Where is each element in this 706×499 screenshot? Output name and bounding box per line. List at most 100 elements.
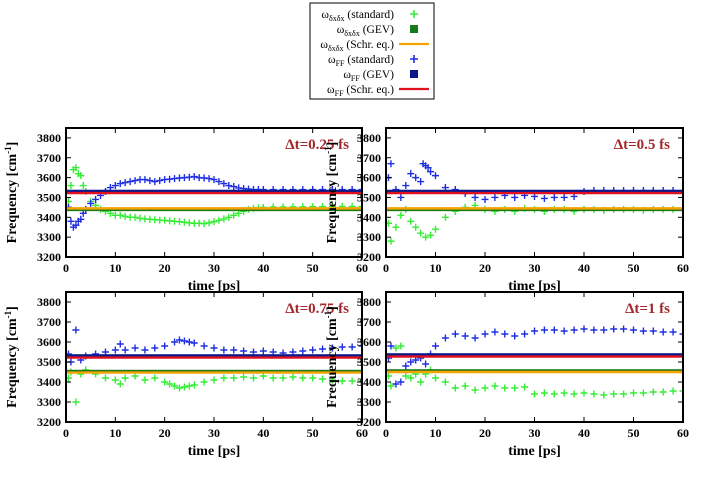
data-point-plus	[131, 213, 139, 221]
data-point-plus	[210, 176, 218, 184]
data-point-plus	[424, 164, 432, 172]
data-point-plus	[220, 346, 228, 354]
x-tick-label: 10	[430, 426, 442, 440]
x-tick-label: 60	[677, 261, 689, 275]
data-point-plus	[338, 343, 346, 351]
y-tick-label: 3600	[357, 335, 381, 349]
x-tick-label: 50	[628, 426, 640, 440]
y-tick-label: 3700	[37, 151, 61, 165]
data-point-plus	[461, 382, 469, 390]
data-point-plus	[116, 180, 124, 188]
data-point-plus	[392, 223, 400, 231]
data-point-plus	[471, 386, 479, 394]
x-tick-label: 0	[63, 426, 69, 440]
y-axis-label: Frequency [cm-1]	[323, 306, 340, 408]
data-point-plus	[171, 382, 179, 390]
y-tick-label: 3400	[37, 375, 61, 389]
data-point-plus	[679, 387, 683, 395]
data-point-plus	[501, 384, 509, 392]
gev-band-segment	[263, 189, 314, 194]
data-point-plus	[200, 378, 208, 386]
gev-band-segment	[312, 354, 362, 358]
data-point-plus	[225, 182, 233, 190]
x-tick-label: 60	[356, 426, 368, 440]
data-point-plus	[511, 384, 519, 392]
y-tick-label: 3700	[357, 315, 381, 329]
y-axis-label: Frequency [cm-1]	[3, 306, 20, 408]
data-point-plus	[131, 177, 139, 185]
data-point-plus	[481, 195, 489, 203]
data-point-plus	[309, 374, 317, 382]
data-point-plus	[402, 362, 410, 370]
gev-band-segment	[164, 189, 215, 194]
y-tick-label: 3500	[357, 190, 381, 204]
data-point-plus	[432, 172, 439, 180]
data-point-plus	[87, 199, 95, 207]
data-point-plus	[121, 179, 129, 187]
data-point-plus	[630, 326, 637, 334]
gev-band-segment	[386, 353, 436, 357]
y-tick-label: 3500	[37, 355, 61, 369]
y-tick-label: 3500	[37, 190, 61, 204]
legend-marker-plus	[410, 10, 418, 18]
data-point-plus	[156, 177, 164, 185]
data-point-plus	[550, 390, 558, 398]
data-point-plus	[630, 389, 637, 397]
gev-band-segment	[534, 189, 585, 194]
data-point-plus	[511, 332, 519, 340]
data-point-plus	[471, 334, 479, 342]
panel-timestep-label: Δt=0.25 fs	[285, 137, 349, 153]
data-point-plus	[269, 374, 277, 382]
y-tick-label: 3800	[37, 131, 61, 145]
x-tick-label: 30	[529, 261, 541, 275]
y-tick-label: 3500	[357, 355, 381, 369]
data-point-plus	[501, 330, 509, 338]
data-point-plus	[387, 342, 395, 350]
gev-band-segment	[633, 189, 683, 194]
data-point-plus	[116, 340, 124, 348]
chart-panels: 3200 3300 3400 3500 3600 3700 3800 0 10 20 30 40 50 6…	[3, 127, 689, 459]
data-point-plus	[111, 376, 119, 384]
x-tick-label: 50	[628, 261, 640, 275]
data-point-plus	[432, 374, 439, 382]
data-point-plus	[451, 330, 459, 338]
data-point-plus	[427, 168, 435, 176]
y-axis-label: Frequency [cm-1]	[3, 142, 20, 244]
data-point-plus	[111, 346, 119, 354]
panel-timestep-label: Δt=0.5 fs	[614, 137, 670, 153]
legend-entry-label: ωδxδx (Schr. eq.)	[320, 39, 394, 53]
data-point-plus	[649, 327, 657, 335]
data-point-plus	[649, 388, 657, 396]
data-point-plus	[407, 358, 415, 366]
data-point-plus	[171, 338, 179, 346]
legend-marker-square	[410, 25, 418, 33]
data-point-plus	[141, 346, 149, 354]
data-point-plus	[72, 398, 80, 406]
y-tick-label: 3200	[357, 415, 381, 429]
x-tick-label: 40	[578, 426, 590, 440]
data-point-plus	[432, 225, 439, 233]
data-point-plus	[358, 202, 362, 210]
data-point-plus	[491, 382, 499, 390]
gev-band-segment	[312, 189, 362, 194]
data-point-plus	[580, 389, 588, 397]
data-point-plus	[580, 325, 588, 333]
data-point-plus	[190, 173, 198, 181]
legend: ωδxδx (standard)ωδxδx (GEV)ωδxδx (Schr. …	[309, 2, 435, 100]
legend-entry-label: ωFF (Schr. eq.)	[327, 84, 394, 98]
data-point-plus	[205, 175, 213, 183]
data-point-plus	[225, 213, 233, 221]
legend-rows: ωδxδx (standard)ωδxδx (GEV)ωδxδx (Schr. …	[320, 9, 429, 98]
x-tick-label: 0	[63, 261, 69, 275]
panel-timestep-label: Δt=0.75 fs	[285, 301, 349, 317]
data-point-plus	[610, 390, 618, 398]
gev-band-segment	[66, 354, 116, 358]
gev-band-segment	[485, 189, 535, 194]
y-tick-label: 3400	[37, 210, 61, 224]
data-point-plus	[570, 390, 578, 398]
data-point-plus	[531, 327, 538, 335]
y-tick-label: 3600	[357, 171, 381, 185]
y-tick-label: 3300	[37, 230, 61, 244]
x-tick-label: 30	[529, 426, 541, 440]
panel-timestep-label: Δt=1 fs	[625, 301, 670, 317]
